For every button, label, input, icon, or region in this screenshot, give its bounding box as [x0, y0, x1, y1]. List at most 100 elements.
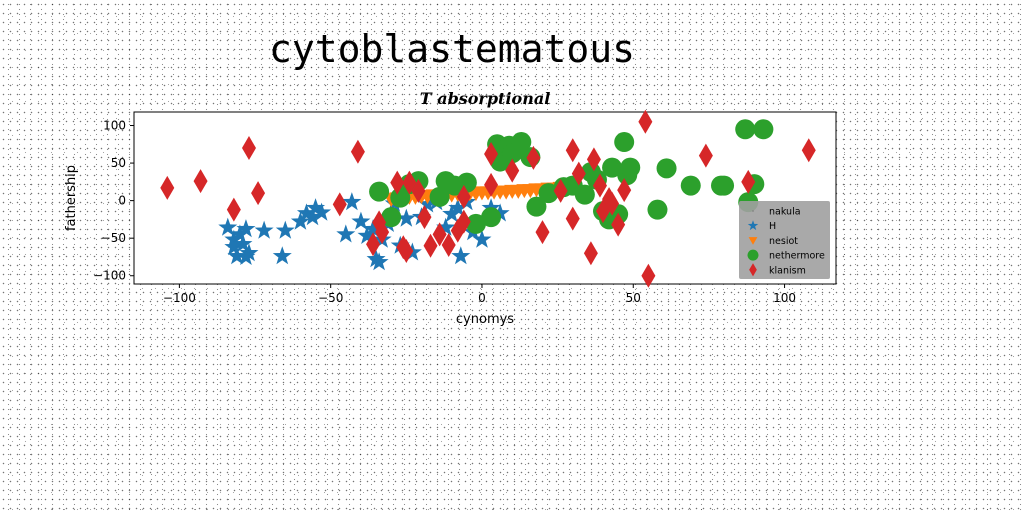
point-klanism-30: [571, 161, 586, 186]
legend-item-H: H: [747, 220, 776, 232]
x-axis: −100 −50 0 50 100: [163, 284, 796, 305]
point-klanism-38: [617, 178, 632, 203]
point-nethermore-32: [656, 158, 677, 179]
point-H-6: [236, 219, 256, 238]
point-nethermore-21: [574, 184, 595, 205]
legend-item-nakula: nakula: [752, 207, 801, 218]
series-klanism: [160, 109, 816, 288]
point-H-5: [233, 234, 253, 253]
point-klanism-21: [456, 184, 471, 209]
chart-subtitle: T absorptional: [420, 89, 551, 108]
point-klanism-25: [526, 145, 541, 170]
legend-label-klanism: klanism: [769, 265, 806, 276]
point-klanism-12: [399, 238, 414, 263]
y-tick-label-0: −100: [93, 269, 126, 283]
point-nethermore-26: [602, 157, 623, 178]
x-axis-label: cynomys: [456, 312, 514, 327]
point-H-23: [369, 252, 389, 271]
y-tick-label-2: 0: [118, 194, 126, 208]
point-klanism-27: [553, 178, 568, 203]
point-klanism-33: [592, 173, 607, 198]
point-H-13: [296, 203, 316, 222]
point-klanism-15: [417, 205, 432, 230]
point-klanism-23: [484, 172, 499, 197]
point-klanism-5: [332, 192, 347, 217]
chart-title: cytoblastematous: [269, 27, 635, 71]
point-nethermore-35: [714, 175, 735, 196]
point-H-2: [224, 237, 244, 256]
x-tick-label-3: 50: [626, 291, 641, 305]
point-H-41: [490, 203, 510, 222]
point-H-8: [239, 243, 259, 262]
point-klanism-41: [698, 143, 713, 168]
point-nethermore-17: [526, 196, 547, 217]
point-nethermore-1: [381, 207, 402, 228]
point-H-18: [342, 192, 362, 211]
point-H-33: [436, 217, 456, 236]
x-tick-label-1: −50: [318, 291, 343, 305]
point-klanism-0: [160, 175, 175, 200]
point-H-4: [230, 224, 250, 243]
point-klanism-16: [423, 233, 438, 258]
point-nethermore-36: [735, 119, 756, 140]
point-nethermore-9: [465, 213, 486, 234]
point-H-3: [227, 246, 247, 265]
point-klanism-43: [801, 138, 816, 163]
point-klanism-39: [638, 109, 653, 134]
x-tick-label-2: 0: [478, 291, 486, 305]
legend-label-nethermore: nethermore: [769, 251, 825, 262]
point-klanism-20: [456, 209, 471, 234]
point-nethermore-15: [511, 132, 532, 153]
y-axis: −100 −50 0 50 100: [93, 119, 134, 283]
y-tick-label-3: 50: [111, 156, 126, 170]
point-nethermore-33: [680, 175, 701, 196]
point-H-0: [218, 217, 238, 236]
point-klanism-37: [611, 212, 626, 237]
point-klanism-2: [226, 197, 241, 222]
point-H-12: [290, 211, 310, 230]
point-H-11: [275, 220, 295, 239]
point-H-14: [303, 207, 323, 226]
point-klanism-29: [565, 138, 580, 163]
point-H-35: [448, 198, 468, 217]
y-tick-label-4: 100: [103, 119, 126, 133]
point-nethermore-5: [429, 186, 450, 207]
legend-marker-nesiot: [748, 237, 758, 245]
plot-area: [133, 109, 837, 288]
point-klanism-6: [350, 139, 365, 164]
legend-marker-H: [747, 220, 759, 231]
point-nethermore-28: [614, 132, 635, 153]
point-klanism-9: [375, 220, 390, 245]
point-H-15: [306, 198, 326, 217]
x-tick-label-0: −100: [163, 291, 196, 305]
point-klanism-1: [193, 169, 208, 194]
point-klanism-7: [366, 232, 381, 257]
point-H-10: [272, 246, 292, 265]
point-H-19: [351, 211, 371, 230]
point-nethermore-18: [538, 183, 559, 204]
point-H-36: [451, 246, 471, 265]
point-klanism-22: [484, 142, 499, 167]
point-nethermore-31: [647, 199, 668, 220]
point-klanism-24: [505, 158, 520, 183]
point-klanism-17: [432, 222, 447, 247]
point-H-34: [442, 204, 462, 223]
legend-item-nesiot: nesiot: [748, 236, 798, 247]
point-nethermore-0: [369, 181, 390, 202]
legend-marker-nakula: [752, 210, 754, 212]
point-H-22: [366, 249, 386, 268]
y-tick-label-1: −50: [101, 231, 126, 245]
point-klanism-14: [411, 178, 426, 203]
point-H-28: [396, 208, 416, 227]
legend-label-nakula: nakula: [769, 207, 801, 218]
legend-marker-nethermore: [747, 249, 759, 261]
point-klanism-28: [565, 206, 580, 231]
point-klanism-4: [251, 181, 266, 206]
legend-item-klanism: klanism: [749, 263, 806, 277]
point-klanism-3: [241, 136, 256, 161]
point-klanism-42: [741, 169, 756, 194]
point-klanism-32: [586, 147, 601, 172]
point-nethermore-39: [753, 119, 774, 140]
legend-marker-klanism: [749, 263, 757, 277]
